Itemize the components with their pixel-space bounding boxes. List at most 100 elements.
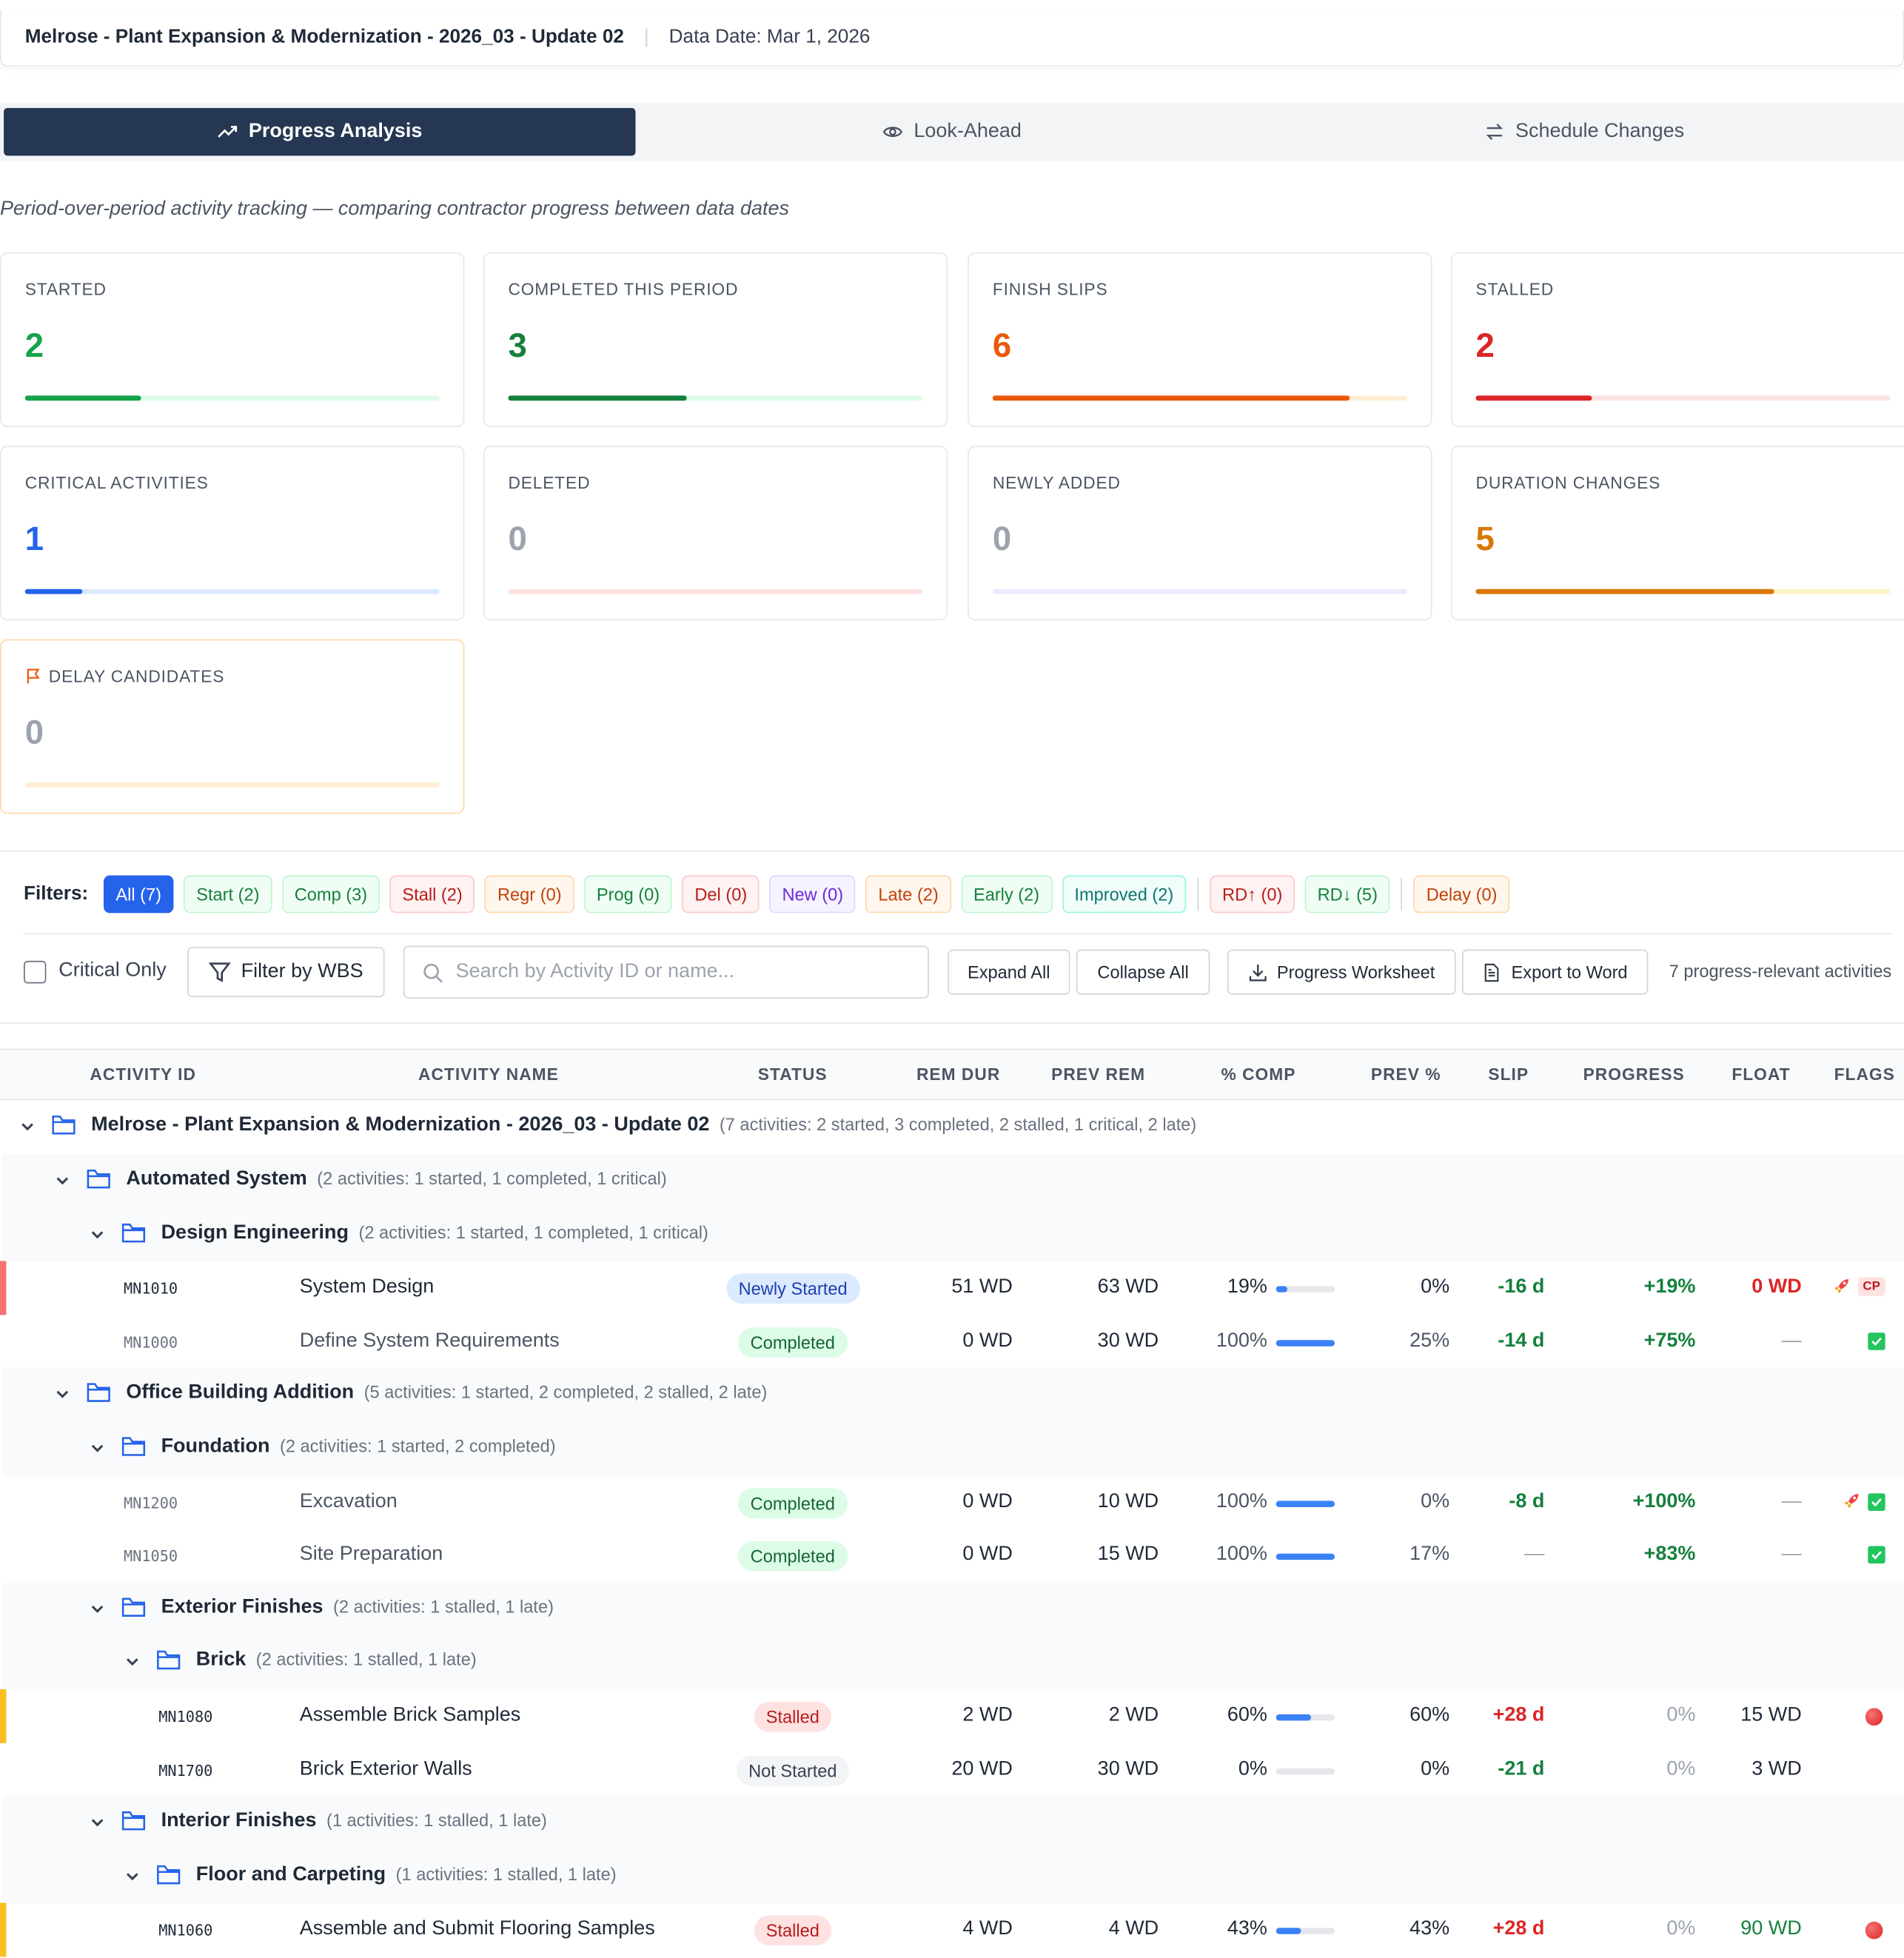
expand-all-button[interactable]: Expand All	[948, 949, 1070, 995]
wbs-name: Office Building Addition	[126, 1381, 355, 1404]
filter-chip[interactable]: Regr (0)	[485, 875, 574, 913]
wbs-group-row[interactable]: Melrose - Plant Expansion & Modernizatio…	[2, 1100, 1904, 1155]
filter-chip[interactable]: RD↓ (5)	[1304, 875, 1390, 913]
chevron-down-icon[interactable]	[90, 1815, 104, 1830]
progress-worksheet-label: Progress Worksheet	[1276, 962, 1435, 982]
stat-card-completed-this-period[interactable]: COMPLETED THIS PERIOD 3	[483, 252, 948, 427]
progress-delta: +100%	[1632, 1490, 1696, 1512]
progress-delta: +19%	[1643, 1276, 1696, 1298]
tab-look-ahead[interactable]: Look-Ahead	[636, 108, 1268, 155]
col-prev-rem[interactable]: PREV REM	[1051, 1065, 1146, 1084]
folder-icon	[121, 1223, 146, 1242]
activity-row[interactable]: MN1200 Excavation Completed 0 WD 10 WD 100% 0%…	[2, 1475, 1904, 1529]
search-field[interactable]: Search by Activity ID or name...	[403, 945, 929, 999]
float-value: 0 WD	[1752, 1276, 1802, 1298]
filter-chip[interactable]: Del (0)	[682, 875, 760, 913]
stat-bar	[24, 589, 440, 594]
activity-row[interactable]: MN1050 Site Preparation Completed 0 WD 15 WD…	[2, 1529, 1904, 1583]
chevron-down-icon[interactable]	[125, 1868, 140, 1883]
col-prev-pct[interactable]: PREV %	[1370, 1065, 1441, 1084]
wbs-group-row[interactable]: Brick (2 activities: 1 stalled, 1 late)	[2, 1635, 1904, 1690]
filter-chip[interactable]: Late (2)	[865, 875, 951, 913]
progress-delta: 0%	[1666, 1757, 1696, 1780]
stat-card-critical-activities[interactable]: CRITICAL ACTIVITIES 1	[0, 446, 465, 621]
trend-up-icon	[218, 125, 238, 138]
stat-label-text: STALLED	[1475, 280, 1555, 299]
wbs-group-row[interactable]: Office Building Addition (5 activities: 1…	[2, 1368, 1904, 1423]
chevron-down-icon[interactable]	[90, 1441, 104, 1455]
col-activity-id[interactable]: ACTIVITY ID	[90, 1065, 196, 1084]
filter-chip[interactable]: Delay (0)	[1413, 875, 1510, 913]
progress-worksheet-button[interactable]: Progress Worksheet	[1227, 949, 1456, 995]
pct-complete: 100%	[1216, 1490, 1267, 1512]
activity-row[interactable]: MN1080 Assemble Brick Samples Stalled 2 WD 2…	[0, 1689, 1904, 1743]
wbs-group-row[interactable]: Foundation (2 activities: 1 started, 2 co…	[2, 1421, 1904, 1476]
col-progress[interactable]: PROGRESS	[1583, 1065, 1685, 1084]
delay-dot-icon	[1865, 1922, 1883, 1940]
chevron-down-icon[interactable]	[20, 1119, 35, 1134]
chevron-down-icon[interactable]	[90, 1601, 104, 1616]
rem-duration: 0 WD	[962, 1543, 1013, 1566]
filter-chip[interactable]: Early (2)	[961, 875, 1053, 913]
wbs-group-row[interactable]: Floor and Carpeting (1 activities: 1 stal…	[2, 1849, 1904, 1904]
stat-card-delay-candidates[interactable]: DELAY CANDIDATES 0	[0, 639, 465, 814]
wbs-name: Exterior Finishes	[161, 1596, 324, 1617]
col-flags[interactable]: FLAGS	[1834, 1065, 1895, 1084]
critical-only-checkbox[interactable]	[24, 960, 47, 984]
chevron-down-icon[interactable]	[55, 1387, 70, 1402]
tab-progress-analysis[interactable]: Progress Analysis	[4, 107, 637, 156]
rem-duration: 20 WD	[951, 1757, 1013, 1780]
wbs-summary: (2 activities: 1 started, 2 completed)	[279, 1435, 556, 1456]
filter-by-wbs-button[interactable]: Filter by WBS	[187, 947, 385, 998]
activity-row[interactable]: MN1060 Assemble and Submit Flooring Sampl…	[0, 1903, 1904, 1957]
filter-chip[interactable]: Prog (0)	[583, 875, 672, 913]
activity-name: Assemble and Submit Flooring Samples	[299, 1918, 655, 1940]
stat-card-started[interactable]: STARTED 2	[0, 252, 465, 427]
wbs-summary: (7 activities: 2 started, 3 completed, 2…	[719, 1113, 1197, 1135]
activity-row[interactable]: MN1700 Brick Exterior Walls Not Started 20 …	[2, 1743, 1904, 1797]
stat-card-newly-added[interactable]: NEWLY ADDED 0	[968, 446, 1432, 621]
wbs-group-row[interactable]: Automated System (2 activities: 1 started…	[2, 1154, 1904, 1209]
delay-dot-icon	[1865, 1708, 1883, 1726]
activity-row[interactable]: MN1000 Define System Requirements Complete…	[2, 1315, 1904, 1369]
filter-chip[interactable]: All (7)	[103, 875, 174, 913]
filter-chip[interactable]: Start (2)	[184, 875, 272, 913]
filter-chip[interactable]: New (0)	[769, 875, 856, 913]
filter-chip[interactable]: Improved (2)	[1062, 875, 1187, 913]
progress-delta: +83%	[1643, 1543, 1696, 1566]
activity-name: Brick Exterior Walls	[299, 1757, 472, 1780]
wbs-group-row[interactable]: Interior Finishes (1 activities: 1 stalle…	[2, 1796, 1904, 1851]
search-placeholder: Search by Activity ID or name...	[455, 960, 735, 982]
activity-row[interactable]: MN1010 System Design Newly Started 51 WD 63 …	[0, 1261, 1904, 1315]
filter-chip[interactable]: Comp (3)	[281, 875, 381, 913]
chevron-down-icon[interactable]	[90, 1227, 104, 1241]
col-status[interactable]: STATUS	[757, 1065, 828, 1084]
col-float[interactable]: FLOAT	[1732, 1065, 1791, 1084]
critical-only-label[interactable]: Critical Only	[58, 959, 167, 982]
tab-schedule-changes[interactable]: Schedule Changes	[1268, 108, 1900, 155]
status-badge: Newly Started	[725, 1273, 860, 1304]
filter-chip[interactable]: RD↑ (0)	[1210, 875, 1295, 913]
col-activity-name[interactable]: ACTIVITY NAME	[418, 1065, 559, 1084]
critical-path-badge: CP	[1857, 1277, 1885, 1297]
col-slip[interactable]: SLIP	[1488, 1065, 1529, 1084]
stat-card-finish-slips[interactable]: FINISH SLIPS 6	[968, 252, 1432, 427]
col-pct-comp[interactable]: % COMP	[1221, 1065, 1296, 1084]
stat-card-deleted[interactable]: DELETED 0	[483, 446, 948, 621]
chevron-down-icon[interactable]	[55, 1173, 70, 1188]
wbs-name: Foundation	[161, 1435, 270, 1458]
export-to-word-button[interactable]: Export to Word	[1462, 949, 1649, 995]
stat-card-stalled[interactable]: STALLED 2	[1450, 252, 1904, 427]
chevron-down-icon[interactable]	[125, 1654, 140, 1669]
collapse-all-button[interactable]: Collapse All	[1076, 949, 1210, 995]
prev-pct: 0%	[1421, 1276, 1450, 1298]
col-rem-dur[interactable]: REM DUR	[916, 1065, 1001, 1084]
wbs-group-row[interactable]: Design Engineering (2 activities: 1 start…	[2, 1207, 1904, 1262]
filter-chip[interactable]: Stall (2)	[389, 875, 475, 913]
wbs-group-row[interactable]: Exterior Finishes (2 activities: 1 stalle…	[2, 1582, 1904, 1637]
pct-complete-fill	[1276, 1714, 1312, 1721]
stat-bar-fill	[24, 589, 84, 594]
stat-card-duration-changes[interactable]: DURATION CHANGES 5	[1450, 446, 1904, 621]
stat-label-text: DELETED	[508, 473, 591, 493]
wbs-summary: (2 activities: 1 stalled, 1 late)	[333, 1596, 554, 1617]
